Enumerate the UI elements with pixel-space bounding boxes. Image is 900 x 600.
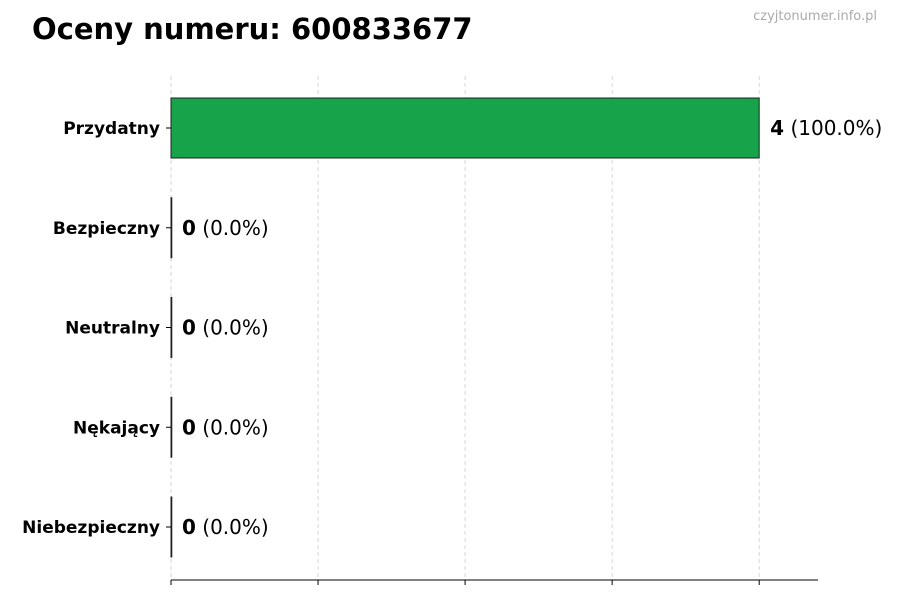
bar (170, 197, 173, 259)
data-label: 0 (0.0%) (182, 415, 269, 439)
value-label: 0 (182, 515, 196, 539)
data-label: 0 (0.0%) (182, 515, 269, 539)
category-label: Neutralny (65, 319, 160, 339)
data-label: 0 (0.0%) (182, 216, 269, 240)
watermark: czyjtonumer.info.pl (753, 9, 877, 24)
value-label: 0 (182, 216, 196, 240)
category-label: Bezpieczny (53, 219, 160, 239)
category-label: Niebezpieczny (22, 518, 160, 538)
value-label: 4 (770, 116, 784, 140)
data-label: 0 (0.0%) (182, 316, 269, 340)
chart-title: Oceny numeru: 600833677 (32, 12, 473, 46)
value-label: 0 (182, 316, 196, 340)
bar (170, 97, 760, 159)
percent-label: (0.0%) (196, 216, 269, 240)
category-label: Przydatny (63, 119, 160, 139)
percent-label: (100.0%) (784, 116, 882, 140)
bar (170, 297, 173, 358)
bar (170, 496, 173, 558)
percent-label: (0.0%) (196, 316, 269, 340)
category-label: Nękający (73, 418, 160, 438)
percent-label: (0.0%) (196, 415, 269, 439)
value-label: 0 (182, 415, 196, 439)
bar (170, 396, 173, 458)
percent-label: (0.0%) (196, 515, 269, 539)
data-label: 4 (100.0%) (770, 116, 882, 140)
